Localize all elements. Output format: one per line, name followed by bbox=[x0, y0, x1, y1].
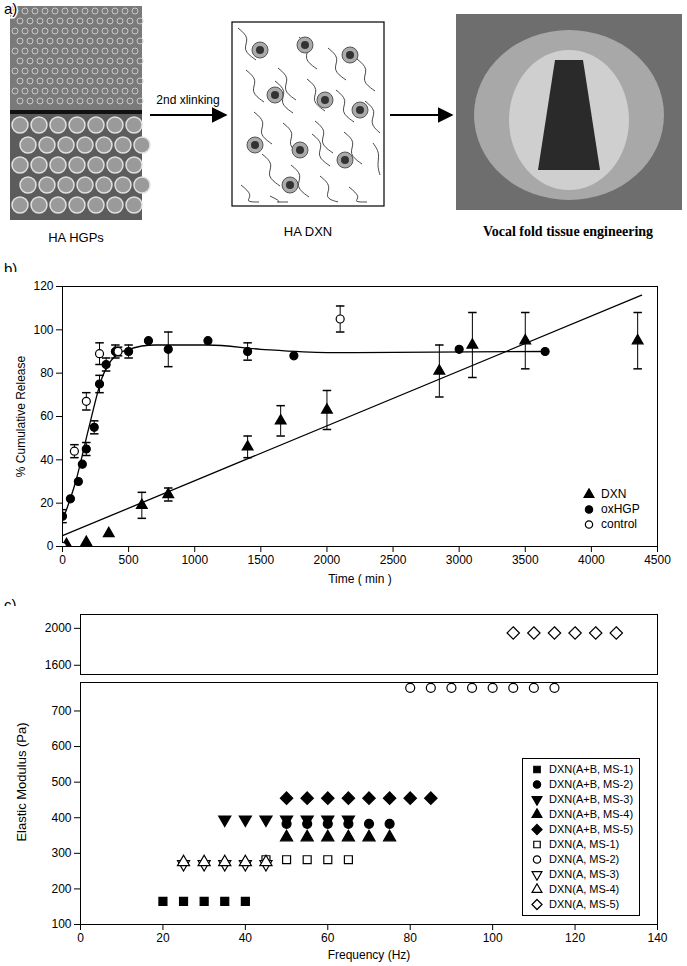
html-text:DXN(A+B, MS-3): DXN(A+B, MS-3) bbox=[549, 793, 633, 805]
html-text:DXN(A, MS-4): DXN(A, MS-4) bbox=[549, 883, 620, 895]
svg-text:700: 700 bbox=[51, 704, 71, 718]
svg-text:4000: 4000 bbox=[578, 553, 605, 567]
svg-text:120: 120 bbox=[33, 279, 53, 293]
svg-text:Time ( min ): Time ( min ) bbox=[328, 572, 392, 586]
html-text:DXN(A+B, MS-1): DXN(A+B, MS-1) bbox=[549, 763, 633, 775]
html-text:oxHGP: oxHGP bbox=[601, 502, 640, 516]
svg-text:a): a) bbox=[4, 0, 17, 17]
svg-text:300: 300 bbox=[51, 846, 71, 860]
svg-text:140: 140 bbox=[647, 931, 667, 945]
svg-text:% Cumulative Release: % Cumulative Release bbox=[14, 355, 28, 477]
svg-text:Frequency (Hz): Frequency (Hz) bbox=[328, 948, 411, 962]
svg-text:60: 60 bbox=[40, 409, 54, 423]
svg-text:HA DXN: HA DXN bbox=[284, 224, 332, 239]
html-text:control: control bbox=[601, 517, 637, 531]
html-text:DXN(A, MS-2): DXN(A, MS-2) bbox=[549, 853, 620, 865]
svg-text:2000: 2000 bbox=[45, 621, 72, 635]
svg-text:0: 0 bbox=[59, 553, 66, 567]
html-text:DXN(A+B, MS-4): DXN(A+B, MS-4) bbox=[549, 808, 633, 820]
svg-text:100: 100 bbox=[483, 931, 503, 945]
svg-text:500: 500 bbox=[119, 553, 139, 567]
svg-text:20: 20 bbox=[156, 931, 170, 945]
svg-text:600: 600 bbox=[51, 739, 71, 753]
html-text:DXN(A, MS-5): DXN(A, MS-5) bbox=[549, 898, 620, 910]
svg-text:500: 500 bbox=[51, 775, 71, 789]
svg-text:1600: 1600 bbox=[45, 658, 72, 672]
svg-text:1500: 1500 bbox=[247, 553, 274, 567]
svg-text:3500: 3500 bbox=[512, 553, 539, 567]
svg-text:400: 400 bbox=[51, 811, 71, 825]
svg-text:2000: 2000 bbox=[314, 553, 341, 567]
html-text:b): b) bbox=[4, 260, 18, 277]
svg-text:1000: 1000 bbox=[181, 553, 208, 567]
svg-text:100: 100 bbox=[51, 917, 71, 931]
html-text:DXN(A+B, MS-2): DXN(A+B, MS-2) bbox=[549, 778, 633, 790]
svg-text:60: 60 bbox=[321, 931, 335, 945]
svg-text:3000: 3000 bbox=[446, 553, 473, 567]
svg-text:4500: 4500 bbox=[644, 553, 671, 567]
svg-text:200: 200 bbox=[51, 882, 71, 896]
svg-text:HA HGPs: HA HGPs bbox=[48, 230, 104, 245]
html-text:DXN: DXN bbox=[601, 487, 627, 501]
svg-text:80: 80 bbox=[40, 366, 54, 380]
svg-text:Elastic Modulus (Pa): Elastic Modulus (Pa) bbox=[14, 722, 29, 841]
svg-text:40: 40 bbox=[40, 453, 54, 467]
svg-text:40: 40 bbox=[239, 931, 253, 945]
svg-text:120: 120 bbox=[565, 931, 585, 945]
svg-text:2nd xlinking: 2nd xlinking bbox=[156, 93, 219, 107]
svg-text:20: 20 bbox=[40, 496, 54, 510]
html-text:DXN(A+B, MS-5): DXN(A+B, MS-5) bbox=[549, 823, 633, 835]
svg-text:Vocal fold tissue engineering: Vocal fold tissue engineering bbox=[483, 224, 653, 239]
svg-text:80: 80 bbox=[404, 931, 418, 945]
svg-text:2500: 2500 bbox=[380, 553, 407, 567]
svg-text:0: 0 bbox=[77, 931, 84, 945]
svg-text:100: 100 bbox=[33, 323, 53, 337]
html-text:DXN(A, MS-1): DXN(A, MS-1) bbox=[549, 838, 620, 850]
svg-text:0: 0 bbox=[47, 539, 54, 553]
html-text:DXN(A, MS-3): DXN(A, MS-3) bbox=[549, 868, 620, 880]
html-text:c): c) bbox=[4, 596, 17, 613]
